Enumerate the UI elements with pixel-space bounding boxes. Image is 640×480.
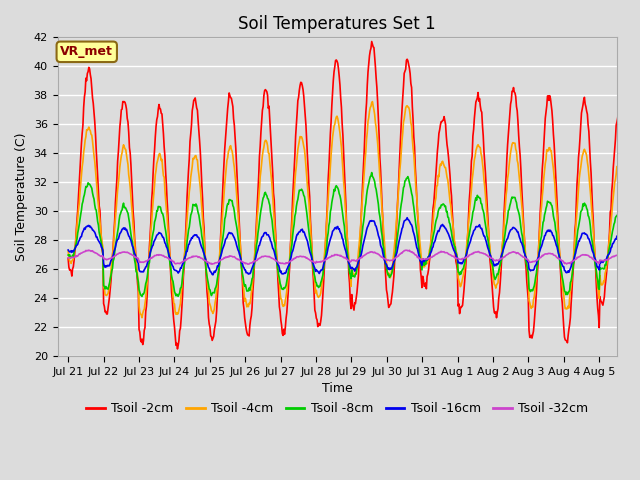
Title: Soil Temperatures Set 1: Soil Temperatures Set 1 [239, 15, 436, 33]
Y-axis label: Soil Temperature (C): Soil Temperature (C) [15, 132, 28, 261]
Legend: Tsoil -2cm, Tsoil -4cm, Tsoil -8cm, Tsoil -16cm, Tsoil -32cm: Tsoil -2cm, Tsoil -4cm, Tsoil -8cm, Tsoi… [81, 397, 593, 420]
X-axis label: Time: Time [322, 382, 353, 396]
Text: VR_met: VR_met [60, 45, 113, 58]
